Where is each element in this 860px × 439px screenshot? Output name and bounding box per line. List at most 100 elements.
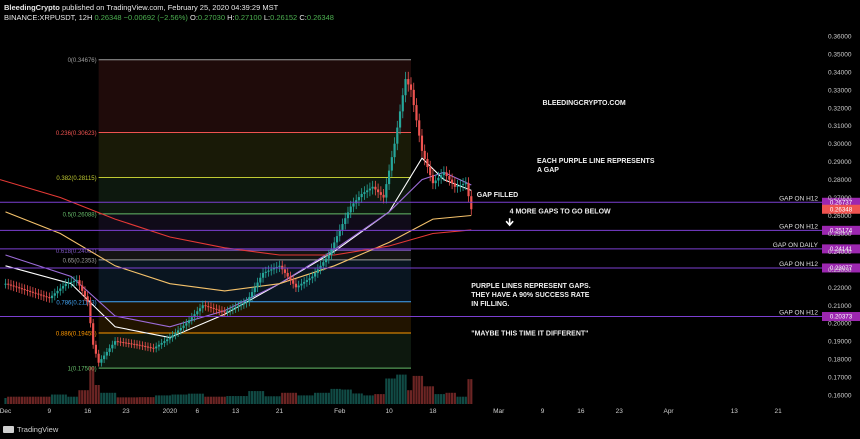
volume-bar <box>23 396 26 404</box>
time-tick-label: 10 <box>385 408 393 415</box>
volume-bar <box>442 394 445 404</box>
candle-body <box>387 170 391 185</box>
volume-bar <box>177 394 180 404</box>
volume-bar <box>141 397 144 404</box>
volume-bar <box>253 391 256 404</box>
candle-body <box>168 337 171 340</box>
gap-label: GAP ON H12 <box>779 195 818 202</box>
candle-body <box>283 269 287 273</box>
volume-bar <box>374 394 377 404</box>
volume-bar <box>168 395 171 404</box>
gap-price-badge <box>822 225 860 235</box>
volume-bar <box>50 394 54 404</box>
volume-bar <box>155 395 158 404</box>
volume-bar <box>398 374 402 404</box>
candle-body <box>294 283 298 288</box>
fib-level-label: 0.618(0.24061) <box>56 249 97 255</box>
volume-bar <box>393 378 396 404</box>
candle-body <box>190 317 193 321</box>
volume-bar <box>341 389 344 404</box>
volume-bar <box>231 396 234 404</box>
time-tick-label: Dec <box>0 408 12 415</box>
volume-bar <box>300 395 303 404</box>
volume-bar <box>31 396 34 404</box>
moving-average-line <box>0 179 472 256</box>
volume-bar <box>333 388 336 404</box>
volume-bar <box>409 390 413 404</box>
high-label: H: <box>227 13 235 22</box>
volume-bar <box>451 392 454 404</box>
volume-bar <box>363 395 366 404</box>
volume-bar <box>338 388 341 404</box>
candle-body <box>223 311 226 313</box>
footer-brand[interactable]: TradingView <box>17 425 59 434</box>
price-tick-label: 0.21000 <box>828 303 852 310</box>
candle-body <box>42 295 45 297</box>
candle-body <box>404 79 407 96</box>
volume-bar <box>250 391 254 404</box>
candle-body <box>124 342 128 344</box>
volume-bar <box>215 396 218 404</box>
candle-body <box>94 344 97 354</box>
volume-bar <box>146 397 150 404</box>
candle-body <box>305 280 308 282</box>
candle-body <box>396 127 399 144</box>
candle-body <box>212 307 215 309</box>
annotation-text: GAP FILLED <box>477 192 518 199</box>
volume-bar <box>429 386 432 404</box>
candle-body <box>278 265 281 267</box>
last-price: 0.26348 <box>94 13 122 22</box>
candle-body <box>316 269 319 273</box>
volume-bar <box>294 392 298 404</box>
candle-body <box>226 311 229 313</box>
volume-bar <box>92 366 95 404</box>
volume-bar <box>281 392 284 404</box>
candle-body <box>253 287 256 293</box>
volume-bar <box>113 392 117 404</box>
volume-bar <box>133 397 136 404</box>
candle-body <box>149 347 152 349</box>
gap-price-badge-text: 0.24141 <box>830 246 853 253</box>
candle-body <box>420 135 424 151</box>
time-tick-label: 2020 <box>163 408 178 415</box>
volume-bar <box>100 392 103 404</box>
volume-bar <box>382 394 385 404</box>
gap-price-badge-text: 0.20373 <box>830 314 853 321</box>
price-tick-label: 0.17000 <box>828 375 852 382</box>
volume-bar <box>187 393 191 404</box>
volume-bar <box>185 394 188 404</box>
volume-bar <box>86 390 89 404</box>
volume-bar <box>48 396 51 404</box>
candle-body <box>220 310 224 312</box>
volume-bar <box>212 396 215 404</box>
volume-bar <box>204 396 207 404</box>
candle-body <box>289 276 292 281</box>
volume-bar <box>434 394 437 404</box>
candle-body <box>434 180 437 184</box>
candle-body <box>401 95 404 112</box>
gap-price-badge <box>822 197 860 207</box>
candle-body <box>146 346 150 348</box>
candle-body <box>445 172 448 177</box>
volume-bar <box>308 395 311 404</box>
volume-bar <box>470 379 473 404</box>
candle-body <box>31 291 34 293</box>
volume-bar <box>97 385 100 404</box>
gap-price-badge <box>822 244 860 254</box>
price-tick-label: 0.27000 <box>828 195 852 202</box>
volume-bar <box>445 392 448 404</box>
candle-body <box>237 305 240 308</box>
volume-bar <box>456 396 459 404</box>
volume-bar <box>81 390 84 404</box>
gap-label: GAP ON H12 <box>779 261 818 268</box>
gap-price-badge-text: 0.23077 <box>830 265 853 272</box>
volume-bar <box>385 378 388 404</box>
candle-body <box>179 328 182 331</box>
candle-body <box>440 175 443 178</box>
volume-bar <box>461 396 465 404</box>
candle-body <box>201 305 204 309</box>
author-name[interactable]: BleedingCrypto <box>4 3 60 12</box>
volume-bar <box>401 374 404 404</box>
candle-body <box>357 197 361 201</box>
